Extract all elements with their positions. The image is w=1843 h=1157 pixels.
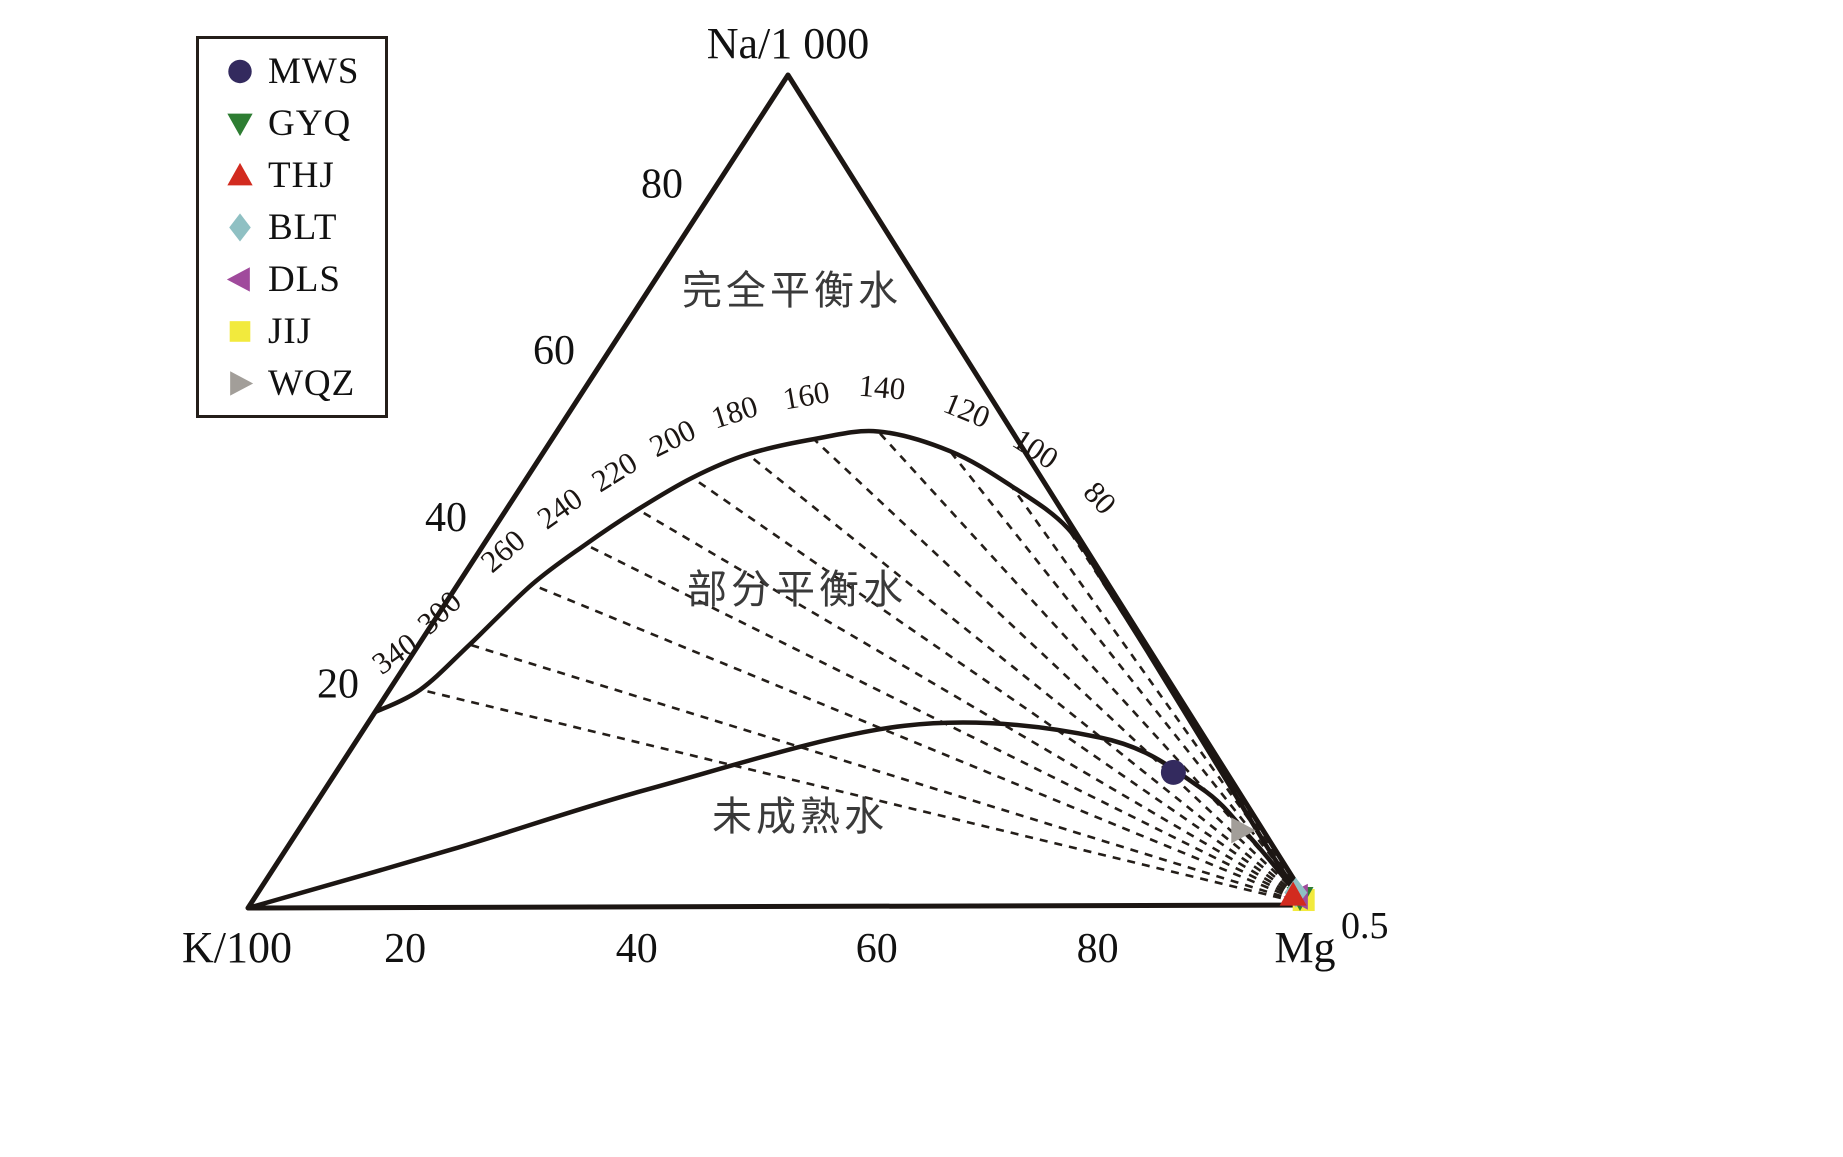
left-axis-tick: 60 [533, 328, 575, 374]
sample-point-THJ [1279, 881, 1307, 906]
legend-item-THJ: THJ [225, 154, 385, 197]
isotherm-tie-line [746, 453, 1311, 907]
isotherm-tie-line [691, 476, 1311, 907]
WQZ-legend-marker [230, 371, 254, 396]
legend-item-GYQ: GYQ [225, 102, 385, 145]
bottom-axis-tick: 40 [616, 926, 658, 972]
DLS-legend-marker [226, 267, 250, 292]
legend-label: GYQ [268, 102, 352, 144]
ternary-frame [245, 72, 1313, 911]
na-apex-label: Na/1 000 [707, 19, 870, 68]
legend-item-JIJ: JIJ [225, 310, 385, 353]
isotherm-tie-line [419, 688, 1311, 907]
THJ-legend-marker [227, 162, 253, 186]
BLT-legend-marker [229, 213, 251, 242]
legend-label: DLS [268, 258, 341, 300]
legend-item-DLS: DLS [225, 258, 385, 301]
immature-water-boundary-curve [245, 720, 1302, 911]
left-axis-tick: 20 [317, 661, 359, 707]
MWS-legend-marker [228, 59, 252, 84]
region-label-partially-equilibrated: 部分平衡水 [687, 567, 907, 612]
region-label-fully-equilibrated: 完全平衡水 [682, 268, 902, 313]
sample-point-MWS [1160, 759, 1186, 785]
legend-label: THJ [268, 154, 335, 196]
circle-marker-icon [228, 59, 252, 84]
isotherm-label: 180 [707, 388, 762, 435]
bottom-axis-tick: 80 [1077, 926, 1119, 972]
full-equilibrium-curve [372, 428, 1300, 895]
triangle-down-marker-icon [227, 113, 253, 137]
isotherm-tie-line [637, 508, 1311, 907]
isotherm-label: 220 [585, 445, 643, 499]
legend-label: WQZ [268, 362, 356, 404]
legend-label: JIJ [268, 310, 313, 352]
legend-items: MWS GYQ THJ BLT DLS JIJ WQZ [225, 45, 385, 409]
bottom-axis-tick: 20 [384, 926, 426, 972]
isotherm-tie-line [469, 643, 1311, 907]
isotherm-tie-line [1010, 485, 1312, 906]
legend-item-BLT: BLT [225, 206, 385, 249]
legend-label: BLT [268, 206, 338, 248]
isotherm-label: 300 [410, 584, 468, 641]
GYQ-legend-marker [227, 113, 253, 137]
legend-item-MWS: MWS [225, 50, 385, 93]
mg-exponent-label: 0.5 [1341, 905, 1389, 947]
isotherm-label: 260 [474, 522, 532, 579]
triangle-up-marker-icon [227, 162, 253, 186]
isotherm-label: 200 [644, 412, 701, 464]
legend-item-WQZ: WQZ [225, 362, 385, 405]
isotherm-label: 160 [780, 374, 832, 416]
isotherm-label: 100 [1007, 421, 1065, 476]
triangle-left-marker-icon [226, 267, 250, 292]
isotherm-tie-line [949, 450, 1312, 906]
diamond-marker-icon [229, 213, 251, 242]
isotherm-label: 80 [1077, 475, 1124, 522]
left-axis-tick: 80 [641, 162, 683, 208]
legend-label: MWS [268, 50, 360, 92]
bottom-axis-tick: 60 [856, 926, 898, 972]
JIJ-legend-marker [229, 321, 251, 342]
region-label-immature: 未成熟水 [712, 794, 888, 839]
triangle-right-marker-icon [230, 371, 254, 396]
isotherm-label: 340 [365, 626, 423, 681]
k-apex-label: K/100 [182, 923, 292, 972]
left-axis-tick: 40 [425, 495, 467, 541]
isotherm-label: 240 [531, 481, 589, 536]
isotherm-label: 140 [857, 368, 906, 407]
isotherm-tie-line [531, 583, 1311, 907]
mg-apex-label: Mg [1274, 923, 1335, 972]
legend: MWS GYQ THJ BLT DLS JIJ WQZ [196, 36, 388, 418]
square-marker-icon [229, 321, 251, 342]
sample-point-WQZ [1231, 817, 1256, 844]
